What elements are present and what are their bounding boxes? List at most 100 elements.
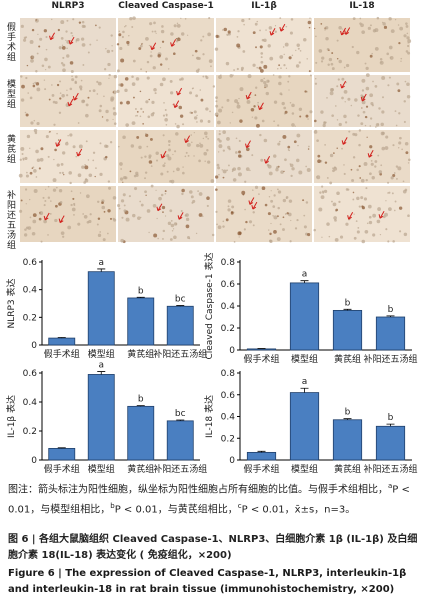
cell (157, 54, 161, 58)
micrograph (118, 130, 215, 184)
cell (138, 47, 142, 50)
cell (308, 145, 310, 148)
cell (69, 39, 72, 42)
cell (87, 96, 90, 99)
cell (247, 74, 252, 79)
cell (203, 151, 208, 156)
cell (216, 120, 221, 125)
cell (356, 50, 360, 55)
cell (243, 23, 245, 26)
cell (258, 193, 260, 195)
cell (329, 181, 333, 185)
cell (154, 30, 157, 33)
cell (121, 216, 124, 219)
cell (398, 141, 402, 145)
cell (205, 76, 209, 80)
cell (308, 26, 311, 29)
cell (19, 209, 23, 213)
cell (209, 110, 211, 113)
y-tick-label: 0.2 (221, 434, 235, 444)
arrow (156, 203, 163, 212)
cell (135, 171, 139, 175)
cell (52, 188, 57, 192)
cell (314, 27, 316, 30)
cell (361, 95, 365, 99)
cell (260, 60, 264, 64)
cell (287, 145, 291, 149)
note-segment: P < 0.01，与黄芪组相比， (114, 504, 238, 516)
cell (182, 166, 184, 168)
cell (162, 77, 166, 82)
cell (395, 124, 398, 127)
cell (118, 145, 120, 148)
y-tick-label: 0.2 (221, 324, 235, 334)
arrow (340, 27, 347, 36)
cell (377, 154, 380, 157)
cell (193, 110, 197, 114)
cell (268, 171, 273, 176)
cell (133, 96, 135, 99)
cell (227, 205, 230, 208)
cell (318, 49, 323, 53)
cell (162, 211, 164, 214)
cell (31, 231, 36, 236)
cell (70, 69, 74, 73)
cell (354, 98, 358, 102)
cell (257, 101, 259, 104)
cell (216, 163, 220, 167)
cell (70, 203, 73, 207)
cell (148, 231, 150, 234)
cell (75, 41, 77, 43)
cell (21, 84, 25, 89)
cell (66, 47, 68, 50)
cell (202, 75, 205, 78)
cell (284, 213, 287, 215)
cell (191, 141, 193, 144)
cell (31, 28, 35, 32)
cell (366, 136, 368, 138)
cell (299, 115, 302, 118)
cell (295, 158, 300, 163)
cell (126, 100, 130, 105)
cell (400, 60, 402, 62)
cell (272, 74, 275, 76)
cell (207, 32, 211, 37)
cell (297, 47, 300, 50)
micrograph-bg (314, 130, 410, 183)
cell (98, 109, 102, 113)
cell (54, 101, 58, 105)
note-segment: c (237, 502, 242, 511)
cell (118, 207, 121, 210)
cell (401, 148, 403, 151)
y-axis-title: Cleaved Caspase-1 表达 (203, 252, 215, 359)
significance-label: a (98, 258, 104, 268)
cell (298, 107, 303, 111)
cell (66, 19, 69, 22)
cell (270, 190, 272, 192)
cell (341, 147, 343, 150)
cell (264, 86, 266, 89)
cell (192, 199, 196, 203)
cell (33, 119, 36, 122)
cell (33, 189, 38, 193)
cell (185, 213, 189, 217)
cell (36, 52, 39, 55)
cell (405, 50, 409, 53)
cell (398, 42, 401, 45)
cell (277, 206, 280, 210)
cell (277, 124, 280, 127)
cell (177, 37, 181, 42)
cell (193, 116, 198, 120)
cell (153, 88, 157, 92)
cell (71, 78, 75, 82)
cell (104, 68, 107, 71)
cell (268, 229, 270, 231)
cell (70, 190, 73, 193)
cell (156, 217, 158, 220)
cell (77, 173, 82, 178)
bar (48, 337, 76, 346)
cell (47, 65, 51, 69)
cell (44, 57, 48, 62)
y-tick-label: 0.4 (23, 286, 38, 296)
cell (226, 137, 230, 141)
